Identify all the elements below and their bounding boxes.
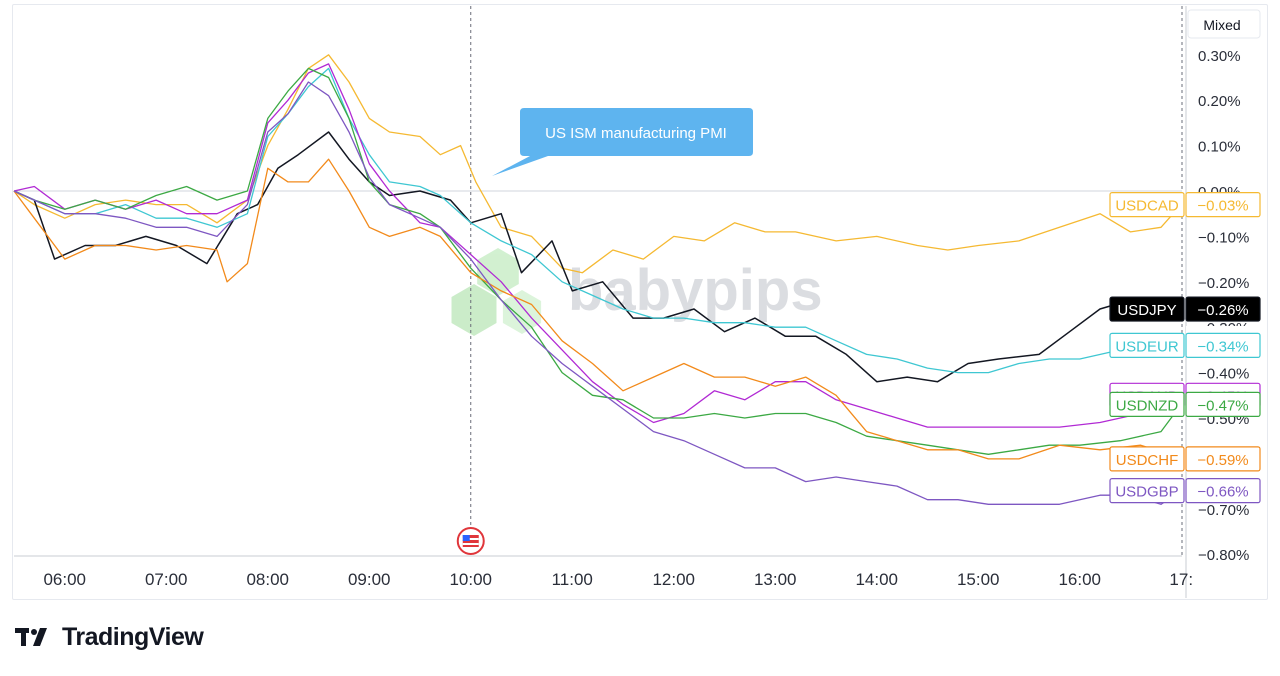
scale-mode-button[interactable]: Mixed bbox=[1187, 9, 1261, 39]
x-tick-label: 07:00 bbox=[145, 570, 188, 589]
series-line-usdaud bbox=[13, 63, 1182, 428]
x-tick-label: 10:00 bbox=[449, 570, 492, 589]
series-name-tag bbox=[1109, 192, 1185, 218]
series-name: USDCHF bbox=[1116, 452, 1179, 469]
series-value: −0.66% bbox=[1197, 484, 1248, 501]
y-tick-label: −0.40% bbox=[1198, 366, 1249, 383]
watermark-hex-icon bbox=[477, 248, 519, 296]
y-tick-label: 0.30% bbox=[1198, 48, 1241, 65]
series-line-usdgbp bbox=[13, 81, 1182, 505]
y-tick-label: 0.10% bbox=[1198, 139, 1241, 156]
series-value: −0.59% bbox=[1197, 452, 1248, 469]
y-tick-label: 0.20% bbox=[1198, 93, 1241, 110]
series-name: USDEUR bbox=[1115, 338, 1179, 355]
series-value-tag bbox=[1185, 446, 1261, 472]
series-label-usdjpy: USDJPY −0.26% bbox=[1109, 296, 1261, 322]
scale-mode-label: Mixed bbox=[1203, 17, 1240, 33]
x-tick-label: 15:00 bbox=[957, 570, 1000, 589]
x-tick-label: 12:00 bbox=[652, 570, 695, 589]
x-tick-label: 17: bbox=[1169, 570, 1193, 589]
us-flag-icon bbox=[456, 527, 485, 555]
tradingview-mark-icon bbox=[15, 628, 47, 646]
series-name: USDJPY bbox=[1117, 302, 1176, 319]
watermark-hex-icon bbox=[451, 284, 497, 336]
series-value: −0.26% bbox=[1197, 302, 1248, 319]
series-value-tag bbox=[1185, 391, 1261, 417]
series-name: USDNZD bbox=[1116, 397, 1179, 414]
y-tick-label: −0.80% bbox=[1198, 547, 1249, 564]
callout-bubble bbox=[492, 108, 753, 176]
series-label-usdcad: USDCAD −0.03% bbox=[1109, 192, 1261, 218]
series-value: −0.34% bbox=[1197, 338, 1248, 355]
babypips-watermark: babypips bbox=[451, 248, 823, 336]
x-tick-label: 09:00 bbox=[348, 570, 391, 589]
watermark-hex-icon bbox=[502, 290, 542, 334]
series-name-tag bbox=[1109, 478, 1185, 504]
series-name-tag bbox=[1109, 391, 1185, 417]
series-name-tag bbox=[1109, 332, 1185, 358]
series-label-usdchf: USDCHF −0.59% bbox=[1109, 446, 1261, 472]
series-value-tag bbox=[1185, 332, 1261, 358]
series-value: −0.03% bbox=[1197, 198, 1248, 215]
series-line-usdjpy bbox=[13, 131, 1182, 383]
series-label-usdgbp: USDGBP −0.66% bbox=[1109, 478, 1261, 504]
x-tick-label: 08:00 bbox=[246, 570, 289, 589]
x-tick-label: 13:00 bbox=[754, 570, 797, 589]
event-callout: US ISM manufacturing PMI bbox=[492, 108, 753, 176]
x-tick-label: 11:00 bbox=[552, 570, 593, 589]
y-tick-label: −0.70% bbox=[1198, 502, 1249, 519]
x-tick-label: 14:00 bbox=[855, 570, 898, 589]
series-label-usdeur: USDEUR −0.34% bbox=[1109, 332, 1261, 358]
y-tick-label: −0.20% bbox=[1198, 275, 1249, 292]
series-line-usdcad bbox=[13, 54, 1182, 274]
series-line-usdeur bbox=[13, 67, 1182, 374]
chart-panel[interactable] bbox=[12, 4, 1268, 600]
series-value-tag bbox=[1185, 296, 1261, 322]
event-label: US ISM manufacturing PMI bbox=[545, 125, 727, 142]
series-name-tag bbox=[1109, 446, 1185, 472]
watermark-text: babypips bbox=[568, 258, 823, 323]
series-name: USDCAD bbox=[1115, 198, 1179, 215]
series-line-usdchf bbox=[13, 158, 1182, 460]
series-name-tag bbox=[1109, 296, 1185, 322]
y-tick-label: −0.10% bbox=[1198, 229, 1249, 246]
series-value-tag bbox=[1185, 192, 1261, 218]
series-value-tag bbox=[1185, 478, 1261, 504]
series-value: −0.47% bbox=[1197, 397, 1248, 414]
tradingview-brand: TradingView bbox=[62, 622, 204, 651]
x-tick-label: 16:00 bbox=[1058, 570, 1101, 589]
series-label-usdnzd: USDNZD −0.47% bbox=[1109, 391, 1261, 417]
series-name: USDGBP bbox=[1115, 484, 1178, 501]
tradingview-logo[interactable]: TradingView bbox=[14, 622, 204, 652]
x-tick-label: 06:00 bbox=[43, 570, 86, 589]
